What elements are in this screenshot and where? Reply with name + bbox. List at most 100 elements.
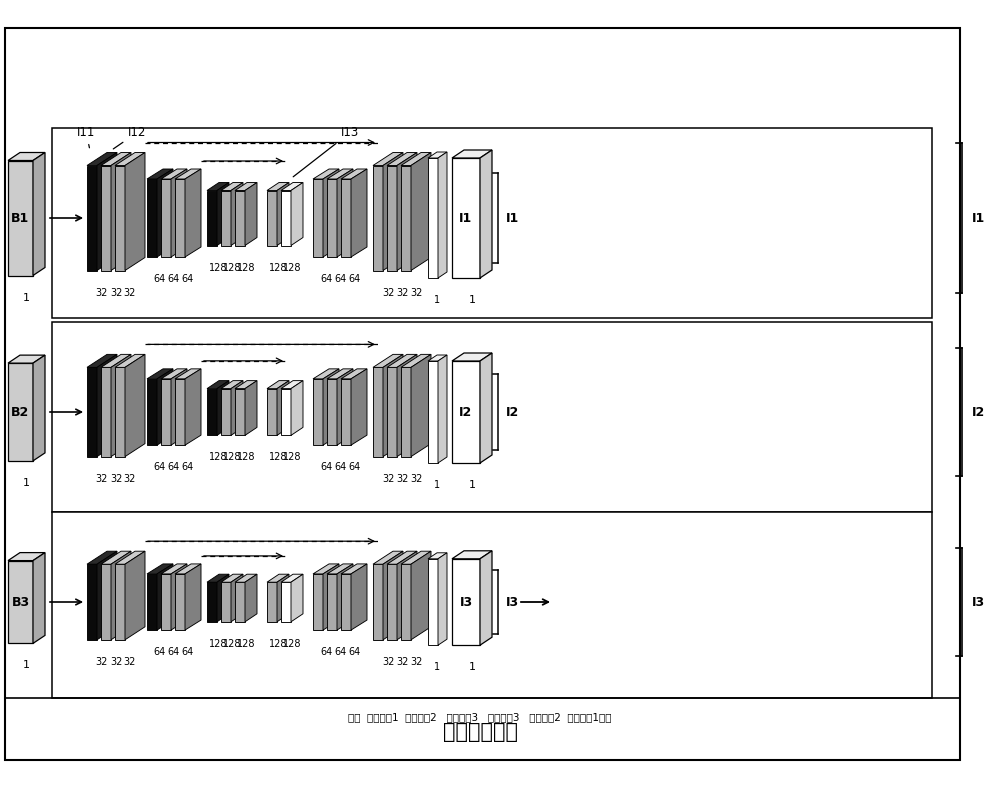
Text: 128: 128 [223,639,241,649]
Text: I13: I13 [293,126,359,177]
Polygon shape [157,564,173,630]
Polygon shape [231,182,243,246]
Text: 32: 32 [110,474,122,483]
Text: 1: 1 [434,480,441,490]
Text: 32: 32 [382,656,394,667]
Polygon shape [397,152,417,270]
Polygon shape [337,564,353,630]
Polygon shape [115,551,145,564]
Polygon shape [97,355,117,457]
Text: 128: 128 [209,639,227,649]
Text: 128: 128 [269,453,287,462]
Polygon shape [401,367,411,457]
Text: 128: 128 [237,453,255,462]
Text: 64: 64 [182,462,194,472]
Polygon shape [207,182,229,190]
Polygon shape [313,169,339,179]
Text: 64: 64 [348,647,360,657]
FancyBboxPatch shape [5,28,960,760]
Polygon shape [387,551,417,564]
Polygon shape [387,165,397,270]
Text: 1: 1 [434,662,441,672]
Polygon shape [452,361,480,463]
Polygon shape [351,564,367,630]
Text: 64: 64 [320,647,332,657]
Polygon shape [101,165,111,270]
Polygon shape [221,574,243,582]
Polygon shape [101,367,111,457]
Polygon shape [267,389,277,435]
Text: 32: 32 [96,474,108,483]
Text: 32: 32 [410,474,422,483]
Text: 128: 128 [269,262,287,273]
Polygon shape [373,355,403,367]
Text: 32: 32 [410,288,422,298]
Text: 1: 1 [468,295,476,305]
Polygon shape [397,551,417,640]
Polygon shape [97,152,117,270]
Polygon shape [147,379,157,445]
Text: I3: I3 [459,596,473,608]
Polygon shape [221,389,231,435]
Text: I1: I1 [506,212,519,224]
Polygon shape [438,355,447,463]
Polygon shape [277,574,289,622]
Text: 64: 64 [334,462,346,472]
Polygon shape [161,564,187,574]
Polygon shape [341,564,367,574]
Polygon shape [221,182,243,190]
Text: 1: 1 [434,295,441,305]
Polygon shape [175,574,185,630]
Polygon shape [207,582,217,622]
Polygon shape [101,152,131,165]
Polygon shape [341,379,351,445]
Polygon shape [157,369,173,445]
Polygon shape [387,152,417,165]
Polygon shape [327,179,337,257]
Polygon shape [115,564,125,640]
Polygon shape [267,381,289,389]
Polygon shape [277,381,289,435]
Polygon shape [8,356,45,363]
Polygon shape [438,553,447,645]
Text: 128: 128 [209,262,227,273]
Polygon shape [147,369,173,379]
Polygon shape [281,182,303,190]
Text: 1: 1 [23,292,30,303]
Polygon shape [147,169,173,179]
Text: I3: I3 [506,596,519,608]
Polygon shape [221,381,243,389]
Polygon shape [383,551,403,640]
Polygon shape [8,552,45,561]
Polygon shape [291,381,303,435]
Polygon shape [291,182,303,246]
Polygon shape [175,169,201,179]
Text: 64: 64 [320,462,332,472]
Polygon shape [115,165,125,270]
Text: 32: 32 [124,474,136,483]
Text: 64: 64 [182,274,194,284]
Polygon shape [327,564,353,574]
Polygon shape [411,355,431,457]
Polygon shape [387,355,417,367]
Polygon shape [185,564,201,630]
Polygon shape [327,574,337,630]
Polygon shape [452,551,492,559]
Polygon shape [267,582,277,622]
Polygon shape [480,551,492,645]
Text: 128: 128 [283,453,301,462]
Polygon shape [281,389,291,435]
Polygon shape [341,369,367,379]
Polygon shape [217,574,229,622]
Polygon shape [373,564,383,640]
Polygon shape [373,551,403,564]
Polygon shape [428,355,447,361]
Text: 64: 64 [168,647,180,657]
Polygon shape [480,150,492,278]
Text: 128: 128 [269,639,287,649]
Text: I1: I1 [459,212,473,224]
Polygon shape [111,551,131,640]
Polygon shape [267,182,289,190]
Polygon shape [171,369,187,445]
Text: B1: B1 [11,212,30,224]
